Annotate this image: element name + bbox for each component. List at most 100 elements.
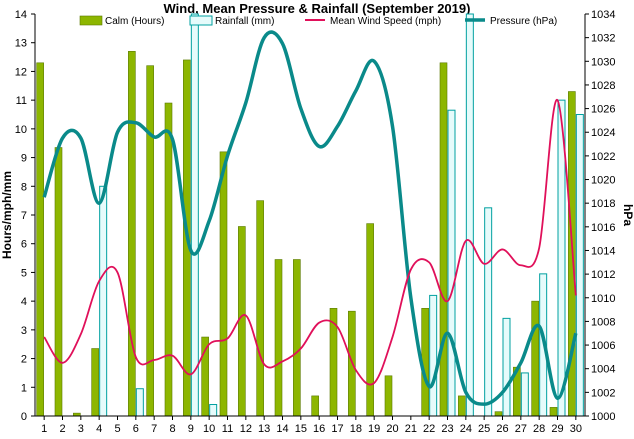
x-tick-label: 5 bbox=[114, 423, 120, 434]
rainfall-bar bbox=[209, 404, 218, 417]
x-tick-label: 27 bbox=[515, 423, 527, 434]
calm-bar bbox=[164, 102, 173, 417]
pressure-line bbox=[42, 30, 578, 406]
legend: Calm (Hours) Rainfall (mm) Mean Wind Speed… bbox=[79, 15, 557, 27]
y2-tick-label: 1012 bbox=[591, 269, 615, 281]
legend-label: Mean Wind Speed (mph) bbox=[330, 16, 441, 27]
x-tick-label: 19 bbox=[368, 423, 380, 434]
x-tick-label: 8 bbox=[169, 423, 175, 434]
calm-bar bbox=[458, 395, 466, 417]
x-tick-label: 20 bbox=[386, 423, 398, 434]
y-tick-label: 7 bbox=[21, 210, 27, 222]
calm-bar bbox=[549, 407, 558, 417]
x-tick-label: 6 bbox=[133, 423, 139, 434]
rainfall-bar bbox=[99, 185, 108, 417]
y2-tick-label: 1028 bbox=[591, 80, 615, 92]
rainfall-bar bbox=[429, 294, 438, 417]
calm-bar bbox=[531, 300, 539, 417]
bars-layer bbox=[36, 13, 584, 417]
y2-tick-label: 1024 bbox=[591, 127, 615, 139]
x-tick-label: 2 bbox=[59, 423, 65, 434]
y-tick-label: 1 bbox=[21, 382, 27, 394]
x-tick-label: 24 bbox=[460, 423, 472, 434]
y2-tick-label: 1018 bbox=[591, 198, 615, 210]
legend-label: Rainfall (mm) bbox=[215, 16, 274, 27]
y2-tick-label: 1002 bbox=[591, 387, 615, 399]
y-tick-label: 10 bbox=[15, 124, 27, 136]
y-tick-label: 4 bbox=[21, 296, 27, 308]
x-tick-label: 25 bbox=[478, 423, 490, 434]
lines-layer bbox=[42, 30, 578, 406]
y2-tick-label: 1004 bbox=[591, 364, 615, 376]
y2-tick-label: 1006 bbox=[591, 340, 615, 352]
rainfall-bar bbox=[502, 317, 511, 417]
x-tick-label: 28 bbox=[533, 423, 545, 434]
x-tick-label: 4 bbox=[96, 423, 102, 434]
rainfall-bar bbox=[484, 207, 493, 417]
y-tick-label: 2 bbox=[21, 354, 27, 366]
chart-title: Wind, Mean Pressure & Rainfall (Septembe… bbox=[164, 1, 471, 16]
x-tick-label: 1 bbox=[41, 423, 47, 434]
y2-tick-label: 1016 bbox=[591, 222, 615, 234]
y2-tick-label: 1030 bbox=[591, 56, 615, 68]
y-tick-label: 14 bbox=[15, 9, 27, 21]
y2-tick-label: 1026 bbox=[591, 104, 615, 116]
rainfall-bar bbox=[465, 13, 474, 417]
calm-bar bbox=[91, 348, 99, 417]
calm-bar bbox=[36, 62, 44, 417]
calm-bar bbox=[128, 51, 136, 417]
axes-layer: 0123456789101112131410001002100410061008… bbox=[15, 9, 616, 435]
x-tick-label: 12 bbox=[240, 423, 252, 434]
y-tick-label: 11 bbox=[16, 95, 27, 107]
calm-bar bbox=[384, 375, 393, 417]
legend-swatch-calm bbox=[79, 15, 103, 26]
x-tick-label: 14 bbox=[276, 423, 288, 434]
calm-bar bbox=[274, 259, 283, 417]
rainfall-bar bbox=[447, 109, 456, 417]
calm-bar bbox=[439, 62, 448, 417]
y2-tick-label: 1000 bbox=[591, 411, 615, 423]
x-tick-label: 26 bbox=[496, 423, 508, 434]
x-tick-label: 21 bbox=[405, 423, 417, 434]
y-tick-label: 6 bbox=[21, 239, 27, 251]
x-tick-label: 30 bbox=[570, 423, 582, 434]
x-tick-label: 23 bbox=[441, 423, 453, 434]
calm-bar bbox=[54, 147, 63, 417]
calm-bar bbox=[256, 200, 264, 417]
y2-tick-label: 1020 bbox=[591, 175, 615, 187]
y-tick-label: 12 bbox=[15, 66, 27, 78]
y-tick-label: 0 bbox=[21, 411, 27, 423]
y2-tick-label: 1014 bbox=[591, 245, 615, 257]
y-tick-label: 8 bbox=[21, 181, 27, 193]
wind-speed-line bbox=[43, 99, 577, 386]
rainfall-bar bbox=[575, 114, 584, 417]
y-axis-label: Hours/mph/mm bbox=[0, 171, 14, 259]
rainfall-bar bbox=[190, 13, 199, 417]
calm-bar bbox=[311, 395, 319, 417]
x-tick-label: 3 bbox=[78, 423, 84, 434]
x-tick-label: 9 bbox=[188, 423, 194, 434]
y2-tick-label: 1010 bbox=[591, 293, 615, 305]
calm-bar bbox=[219, 151, 228, 417]
y2-tick-label: 1008 bbox=[591, 316, 615, 328]
x-tick-label: 11 bbox=[222, 423, 233, 434]
legend-swatch-rainfall bbox=[189, 15, 213, 26]
rainfall-bar bbox=[520, 372, 529, 417]
calm-bar bbox=[366, 223, 374, 417]
calm-bar bbox=[293, 259, 301, 417]
legend-label: Calm (Hours) bbox=[105, 16, 164, 27]
y-tick-label: 5 bbox=[21, 267, 27, 279]
y2-axis-label: hPa bbox=[621, 204, 634, 226]
y2-tick-label: 1034 bbox=[591, 9, 615, 21]
x-tick-label: 29 bbox=[551, 423, 563, 434]
y2-tick-label: 1022 bbox=[591, 151, 615, 163]
x-tick-label: 7 bbox=[151, 423, 157, 434]
rainfall-bar bbox=[135, 388, 144, 417]
calm-bar bbox=[494, 411, 503, 417]
x-tick-label: 10 bbox=[203, 423, 215, 434]
y-tick-label: 9 bbox=[21, 153, 27, 165]
x-tick-label: 16 bbox=[313, 423, 325, 434]
y-tick-label: 13 bbox=[15, 38, 27, 50]
